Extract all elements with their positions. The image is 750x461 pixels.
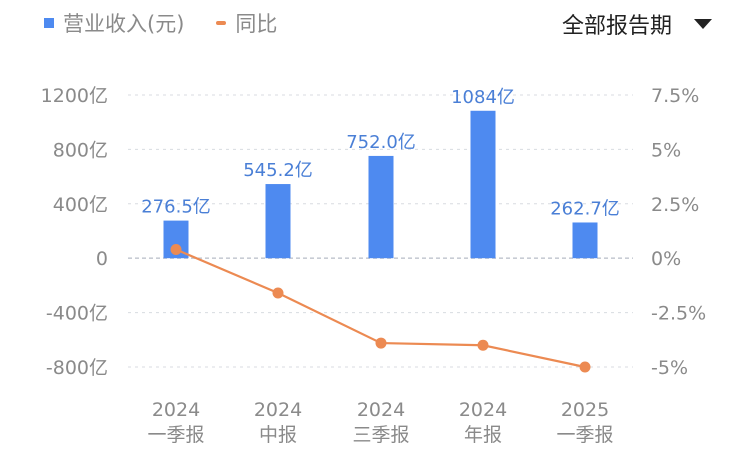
bar-data-label: 1084亿 — [451, 87, 515, 108]
yoy-legend-label[interactable]: 同比 — [235, 12, 278, 36]
yoy-point — [272, 287, 284, 299]
y-right-tick-label: 5% — [651, 139, 681, 161]
revenue-bar — [265, 184, 291, 259]
x-tick-label-period: 中报 — [259, 424, 297, 446]
revenue-bar — [368, 155, 394, 259]
yoy-point — [375, 337, 387, 349]
y-left-tick-label: -400亿 — [46, 303, 108, 325]
chevron-down-icon — [694, 19, 712, 29]
revenue-bar — [572, 222, 598, 259]
bar-data-label: 545.2亿 — [243, 160, 313, 181]
x-tick-label-year: 2024 — [152, 399, 200, 421]
yoy-line — [175, 248, 586, 369]
x-tick-label-period: 年报 — [464, 424, 502, 446]
yoy-point — [170, 243, 182, 255]
yoy-point — [477, 339, 489, 351]
y-left-tick-label: 1200亿 — [41, 85, 108, 107]
chart-legend: 营业收入(元) 同比 — [44, 8, 277, 38]
y-right-tick-label: 0% — [651, 248, 681, 270]
x-tick-label-year: 2024 — [459, 399, 507, 421]
y-right-tick-label: -5% — [651, 357, 688, 379]
x-tick-label-year: 2024 — [254, 399, 302, 421]
revenue-bar — [470, 110, 496, 259]
x-tick-label-period: 三季报 — [352, 424, 409, 446]
y-left-tick-label: -800亿 — [46, 357, 108, 379]
bar-data-label: 276.5亿 — [141, 197, 211, 218]
x-tick-label-period: 一季报 — [556, 424, 613, 446]
y-right-tick-label: -2.5% — [651, 303, 706, 325]
y-left-tick-label: 0 — [96, 248, 108, 270]
revenue-legend-swatch — [44, 18, 54, 28]
x-tick-label-year: 2024 — [357, 399, 405, 421]
x-tick-label-period: 一季报 — [147, 424, 204, 446]
period-selector-label: 全部报告期 — [561, 14, 672, 39]
period-selector[interactable]: 全部报告期 — [562, 8, 712, 40]
y-left-tick-label: 400亿 — [53, 194, 108, 216]
bar-data-label: 752.0亿 — [346, 132, 416, 153]
yoy-legend-swatch — [216, 21, 227, 25]
y-right-tick-label: 7.5% — [651, 85, 699, 107]
bar-data-label: 262.7亿 — [550, 198, 620, 219]
y-right-tick-label: 2.5% — [651, 194, 699, 216]
yoy-point — [579, 361, 591, 373]
x-tick-label-year: 2025 — [561, 399, 609, 421]
revenue-legend-label[interactable]: 营业收入(元) — [63, 12, 185, 36]
y-left-tick-label: 800亿 — [53, 139, 108, 161]
